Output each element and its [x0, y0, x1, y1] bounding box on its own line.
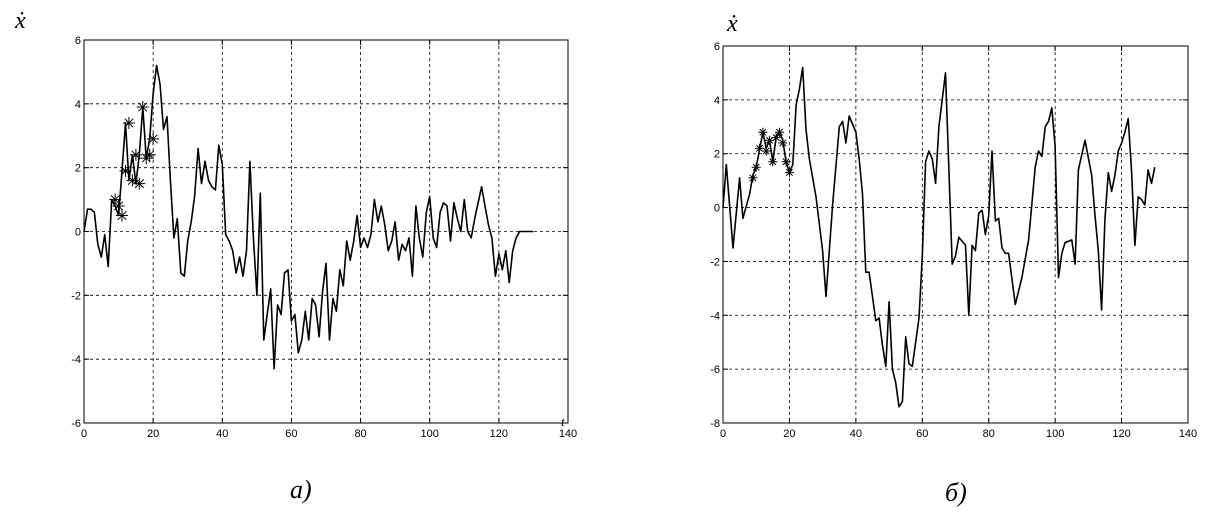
panel-label: а) — [290, 475, 312, 504]
x-tick-label: 60 — [916, 428, 928, 440]
y-tick-label: -6 — [71, 418, 81, 430]
plot-frame — [722, 45, 1189, 424]
panel-label: б) — [945, 478, 967, 507]
y-tick-label: -6 — [710, 364, 720, 376]
series-line — [83, 64, 534, 370]
x-tick-label: 0 — [720, 428, 726, 440]
star-marker — [112, 200, 125, 212]
x-tick-label: 80 — [354, 428, 366, 440]
x-tick-label: 20 — [147, 428, 159, 440]
y-tick-label: 4 — [75, 99, 81, 111]
x-tick-label: 20 — [783, 428, 795, 440]
y-tick-label: -4 — [710, 310, 720, 322]
y-tick-label: 0 — [75, 227, 81, 239]
x-axis-label: t — [561, 414, 565, 429]
star-marker — [775, 127, 784, 137]
y-tick-label: 6 — [75, 35, 81, 47]
star-marker — [126, 174, 139, 187]
x-tick-label: 100 — [421, 428, 439, 440]
x-tick-label: 0 — [81, 428, 87, 440]
star-marker — [143, 148, 156, 161]
star-marker — [748, 173, 758, 183]
y-tick-label: 2 — [714, 149, 720, 161]
star-marker — [784, 168, 794, 178]
x-tick-label: 140 — [1179, 428, 1197, 440]
x-tick-label: 40 — [216, 428, 228, 440]
y-tick-label: -4 — [71, 354, 81, 366]
star-marker — [122, 117, 135, 129]
y-tick-label: 6 — [714, 41, 720, 53]
x-tick-label: 60 — [285, 428, 297, 440]
x-tick-label: 40 — [850, 428, 862, 440]
x-tick-label: 140 — [559, 428, 577, 440]
star-marker — [109, 193, 122, 206]
star-marker — [761, 146, 771, 156]
star-marker — [136, 101, 149, 113]
x-tick-label: 80 — [983, 428, 995, 440]
star-marker — [133, 177, 146, 190]
y-tick-label: 4 — [714, 95, 720, 107]
star-marker — [129, 148, 142, 161]
chart-a: 0 20 40 60 80 100 120 140 -6 -4 -2 0 2 4 6 ẋ t а) — [14, 8, 577, 504]
star-marker — [147, 132, 160, 145]
star-marker — [755, 143, 764, 153]
y-tick-label: 2 — [75, 163, 81, 175]
x-tick-label: 120 — [1112, 428, 1130, 440]
y-axis-label: ẋ — [14, 8, 26, 34]
series-line — [722, 66, 1156, 408]
star-marker — [765, 135, 774, 145]
star-marker — [768, 157, 778, 167]
x-tick-label: 100 — [1046, 428, 1064, 440]
star-marker — [771, 133, 781, 143]
star-marker — [758, 127, 768, 137]
y-tick-label: -2 — [71, 290, 81, 302]
y-tick-label: -2 — [710, 256, 720, 268]
x-tick-label: 120 — [490, 428, 508, 440]
star-marker — [116, 209, 128, 222]
star-marker — [778, 138, 788, 148]
y-tick-label: 0 — [714, 203, 720, 215]
star-marker — [751, 162, 761, 172]
y-tick-label: -8 — [710, 418, 720, 430]
star-marker — [119, 164, 132, 177]
star-marker — [781, 157, 791, 167]
chart-b: 0 20 40 60 80 100 120 140 -8 -6 -4 -2 0 2 4 6ẋ б) — [710, 11, 1197, 507]
y-axis-label: ẋ — [726, 11, 738, 37]
